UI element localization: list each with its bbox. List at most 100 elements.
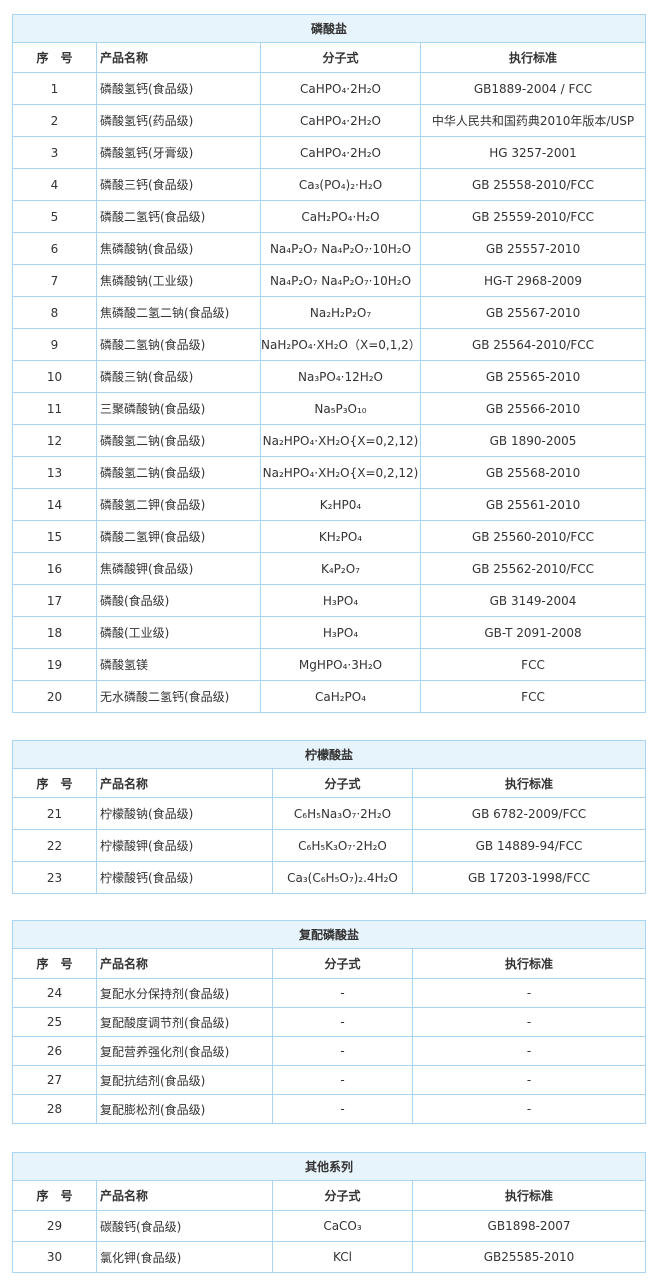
formula: CaH₂PO₄ — [260, 680, 421, 713]
row-number: 29 — [12, 1210, 97, 1242]
table-row: 14 磷酸氢二钾(食品级) K₂HP0₄ GB 25561-2010 — [12, 488, 647, 521]
product-name: 焦磷酸钠(食品级) — [96, 232, 261, 265]
standard: GB 3149-2004 — [419, 584, 647, 617]
table-row: 7 焦磷酸钠(工业级) Na₄P₂O₇ Na₄P₂O₇·10H₂O HG-T 2968… — [12, 264, 647, 297]
column-header: 序 号 — [12, 1180, 97, 1211]
standard: 中华人民共和国药典2010年版本/USP — [419, 104, 647, 137]
formula: KH₂PO₄ — [260, 520, 421, 553]
standard: GB25585-2010 — [411, 1241, 647, 1273]
column-header: 执行标准 — [419, 42, 647, 73]
product-name: 复配抗结剂(食品级) — [96, 1065, 273, 1095]
row-number: 22 — [12, 829, 97, 862]
standard: GB 17203-1998/FCC — [411, 861, 647, 894]
product-name: 磷酸三钠(食品级) — [96, 360, 261, 393]
row-number: 1 — [12, 72, 97, 105]
product-name: 磷酸氢二钠(食品级) — [96, 424, 261, 457]
table-row: 17 磷酸(食品级) H₃PO₄ GB 3149-2004 — [12, 584, 647, 617]
formula: K₂HP0₄ — [260, 488, 421, 521]
row-number: 10 — [12, 360, 97, 393]
formula: Na₄P₂O₇ Na₄P₂O₇·10H₂O — [260, 232, 421, 265]
column-header: 执行标准 — [411, 948, 647, 979]
table-row: 29 碳酸钙(食品级) CaCO₃ GB1898-2007 — [12, 1210, 647, 1242]
standard: GB 25562-2010/FCC — [419, 552, 647, 585]
product-name: 焦磷酸钾(食品级) — [96, 552, 261, 585]
formula: K₄P₂O₇ — [260, 552, 421, 585]
standard: GB 25566-2010 — [419, 392, 647, 425]
table-row: 6 焦磷酸钠(食品级) Na₄P₂O₇ Na₄P₂O₇·10H₂O GB 25557-… — [12, 232, 647, 265]
row-number: 14 — [12, 488, 97, 521]
product-table: 其他系列序 号产品名称 分子式 执行标准 29 碳酸钙(食品级) CaCO₃ GB1898-… — [11, 1152, 647, 1273]
formula: Na₃PO₄·12H₂O — [260, 360, 421, 393]
table-row: 3 磷酸氢钙(牙膏级) CaHPO₄·2H₂O HG 3257-2001 — [12, 136, 647, 169]
standard: GB 25560-2010/FCC — [419, 520, 647, 553]
product-table: 复配磷酸盐序 号产品名称 分子式 执行标准 24 复配水分保持剂(食品级) - -25 复配酸… — [11, 920, 647, 1124]
standard: GB 25557-2010 — [419, 232, 647, 265]
table-row: 30 氯化钾(食品级) KCl GB25585-2010 — [12, 1241, 647, 1273]
table-row: 1 磷酸氢钙(食品级) CaHPO₄·2H₂O GB1889-2004 / FCC — [12, 72, 647, 105]
table-row: 11 三聚磷酸钠(食品级) Na₅P₃O₁₀ GB 25566-2010 — [12, 392, 647, 425]
table-row: 5 磷酸二氢钙(食品级) CaH₂PO₄·H₂O GB 25559-2010/FCC — [12, 200, 647, 233]
formula: H₃PO₄ — [260, 616, 421, 649]
row-number: 30 — [12, 1241, 97, 1273]
formula: Na₂H₂P₂O₇ — [260, 296, 421, 329]
column-header: 产品名称 — [96, 768, 273, 798]
column-header: 序 号 — [12, 948, 97, 979]
table-row: 27 复配抗结剂(食品级) - - — [12, 1065, 647, 1095]
row-number: 4 — [12, 168, 97, 201]
formula: CaHPO₄·2H₂O — [260, 136, 421, 169]
formula: Ca₃(PO₄)₂·H₂O — [260, 168, 421, 201]
standard: GB1889-2004 / FCC — [419, 72, 647, 105]
standard: HG 3257-2001 — [419, 136, 647, 169]
table-row: 26 复配营养强化剂(食品级) - - — [12, 1036, 647, 1066]
product-name: 焦磷酸二氢二钠(食品级) — [96, 296, 261, 329]
product-name: 磷酸氢钙(牙膏级) — [96, 136, 261, 169]
table-title: 柠檬酸盐 — [11, 740, 647, 769]
table-row: 10 磷酸三钠(食品级) Na₃PO₄·12H₂O GB 25565-2010 — [12, 360, 647, 393]
table-title: 磷酸盐 — [11, 14, 647, 43]
product-name: 磷酸氢钙(药品级) — [96, 104, 261, 137]
formula: NaH₂PO₄·XH₂O（X=0,1,2） — [260, 328, 421, 361]
product-name: 柠檬酸钾(食品级) — [96, 829, 273, 862]
formula: Na₅P₃O₁₀ — [260, 392, 421, 425]
standard: - — [411, 1065, 647, 1095]
formula: - — [272, 978, 413, 1008]
table-title: 其他系列 — [11, 1152, 647, 1181]
formula: C₆H₅Na₃O₇·2H₂O — [272, 797, 413, 830]
standard: GB 25565-2010 — [419, 360, 647, 393]
standard: FCC — [419, 680, 647, 713]
table-row: 13 磷酸氢二钠(食品级) Na₂HPO₄·XH₂O{X=0,2,12) GB 255… — [12, 456, 647, 489]
formula: CaCO₃ — [272, 1210, 413, 1242]
standard: GB 25568-2010 — [419, 456, 647, 489]
formula: Na₂HPO₄·XH₂O{X=0,2,12) — [260, 456, 421, 489]
standard: - — [411, 1036, 647, 1066]
product-name: 焦磷酸钠(工业级) — [96, 264, 261, 297]
row-number: 27 — [12, 1065, 97, 1095]
column-header: 执行标准 — [411, 768, 647, 798]
table-row: 19 磷酸氢镁 MgHPO₄·3H₂O FCC — [12, 648, 647, 681]
column-header: 产品名称 — [96, 1180, 273, 1211]
product-name: 磷酸(工业级) — [96, 616, 261, 649]
column-header: 序 号 — [12, 42, 97, 73]
product-name: 复配营养强化剂(食品级) — [96, 1036, 273, 1066]
row-number: 28 — [12, 1094, 97, 1124]
row-number: 3 — [12, 136, 97, 169]
standard: GB 25561-2010 — [419, 488, 647, 521]
product-name: 磷酸三钙(食品级) — [96, 168, 261, 201]
product-name: 磷酸(食品级) — [96, 584, 261, 617]
table-row: 9 磷酸二氢钠(食品级) NaH₂PO₄·XH₂O（X=0,1,2） GB 25564… — [12, 328, 647, 361]
row-number: 12 — [12, 424, 97, 457]
standard: GB 25558-2010/FCC — [419, 168, 647, 201]
standard: GB 1890-2005 — [419, 424, 647, 457]
formula: - — [272, 1094, 413, 1124]
product-name: 柠檬酸钙(食品级) — [96, 861, 273, 894]
product-name: 磷酸二氢钙(食品级) — [96, 200, 261, 233]
row-number: 20 — [12, 680, 97, 713]
product-name: 磷酸氢镁 — [96, 648, 261, 681]
standard: - — [411, 1094, 647, 1124]
row-number: 5 — [12, 200, 97, 233]
row-number: 7 — [12, 264, 97, 297]
product-name: 复配酸度调节剂(食品级) — [96, 1007, 273, 1037]
formula: C₆H₅K₃O₇·2H₂O — [272, 829, 413, 862]
product-table: 柠檬酸盐序 号产品名称 分子式 执行标准 21 柠檬酸钠(食品级) C₆H₅Na₃O₇·2… — [11, 740, 647, 894]
row-number: 16 — [12, 552, 97, 585]
